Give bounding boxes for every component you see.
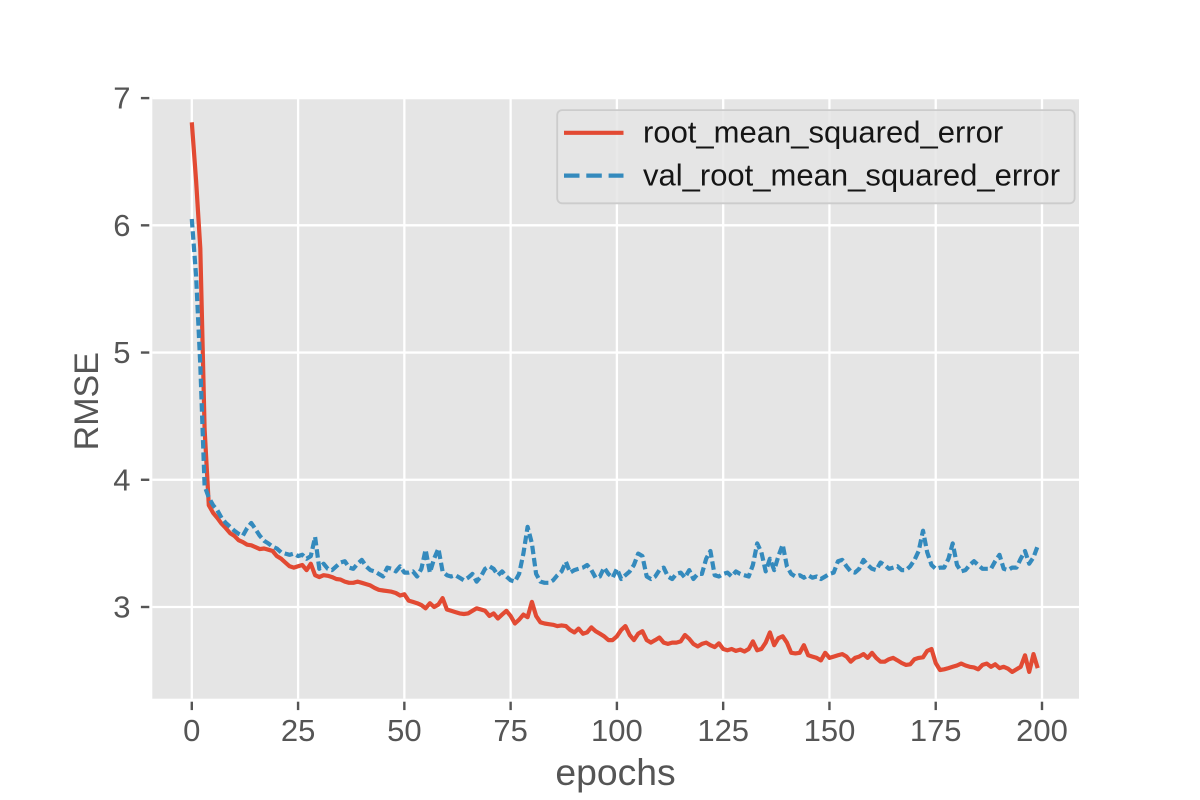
svg-text:125: 125: [697, 713, 749, 748]
svg-text:val_root_mean_squared_error: val_root_mean_squared_error: [643, 158, 1060, 193]
svg-text:root_mean_squared_error: root_mean_squared_error: [643, 115, 1003, 150]
svg-text:7: 7: [113, 81, 130, 116]
svg-text:3: 3: [113, 590, 130, 625]
svg-text:50: 50: [387, 713, 421, 748]
svg-text:150: 150: [804, 713, 856, 748]
svg-text:5: 5: [113, 335, 130, 370]
svg-text:175: 175: [910, 713, 962, 748]
svg-text:100: 100: [591, 713, 643, 748]
svg-text:6: 6: [113, 208, 130, 243]
svg-text:epochs: epochs: [555, 751, 675, 793]
svg-text:75: 75: [493, 713, 527, 748]
svg-text:0: 0: [183, 713, 200, 748]
svg-text:25: 25: [281, 713, 315, 748]
svg-text:200: 200: [1016, 713, 1068, 748]
svg-text:4: 4: [113, 462, 130, 497]
svg-text:RMSE: RMSE: [68, 352, 106, 450]
